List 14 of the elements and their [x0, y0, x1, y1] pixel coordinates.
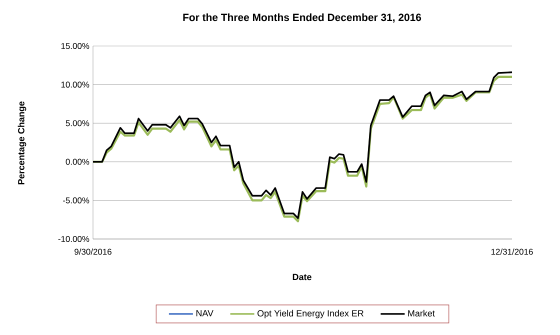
- x-tick-label: 12/31/2016: [491, 248, 533, 255]
- legend-label: Opt Yield Energy Index ER: [257, 310, 364, 318]
- y-tick-label: 0.00%: [66, 158, 90, 165]
- chart-title: For the Three Months Ended December 31, 2016: [183, 13, 422, 23]
- x-axis-title: Date: [292, 274, 312, 280]
- y-tick-label: 5.00%: [66, 120, 90, 126]
- legend-label: NAV: [196, 310, 214, 316]
- y-tick-label: 15.00%: [61, 43, 90, 49]
- x-tick-label: 9/30/2016: [74, 248, 112, 255]
- y-tick-label: 10.00%: [61, 82, 90, 88]
- legend-label: Market: [408, 310, 435, 316]
- y-tick-label: -10.00%: [58, 236, 90, 242]
- y-tick-label: -5.00%: [63, 197, 90, 204]
- y-axis-title: Percentage Change: [18, 101, 26, 184]
